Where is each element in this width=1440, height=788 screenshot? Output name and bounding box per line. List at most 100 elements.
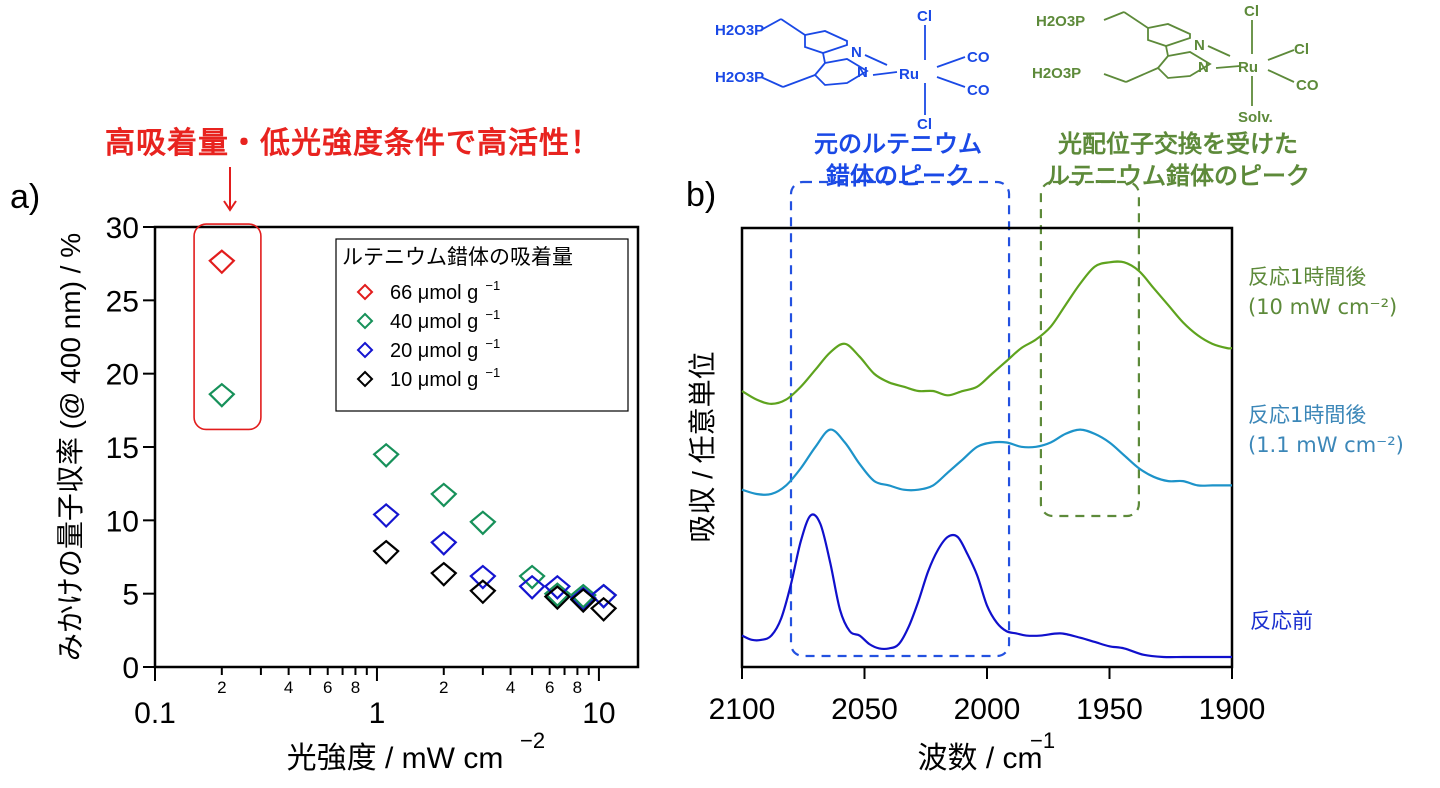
co-label-1: CO — [967, 49, 990, 66]
spectrum-line — [741, 428, 1232, 496]
x-tick-label: 2050 — [831, 693, 898, 726]
spectrum-line — [741, 260, 1233, 405]
legend-marker — [356, 283, 374, 301]
x-minor-tick-label: 6 — [545, 678, 554, 697]
label-line: 反応1時間後 — [1248, 265, 1367, 289]
highlight-box — [193, 223, 262, 431]
y-tick-label: 25 — [106, 285, 139, 318]
headline-annotation: 高吸着量・低光強度条件で高活性！ — [105, 126, 601, 161]
ru-label: Ru — [1238, 59, 1258, 76]
legend-box — [335, 238, 629, 412]
original-ru-complex-structure: H2O3P H2O3P N N Ru Cl Cl CO CO — [715, 8, 990, 130]
spectrum-chart-b: 2100 2050 2000 1950 1900 波数 / cm−1 吸収 / 任意単位 — [687, 180, 1266, 775]
n-label-bottom: N — [1198, 59, 1209, 76]
n-label-bottom: N — [857, 64, 868, 81]
panel-label-a: a) — [10, 178, 41, 216]
y-tick-label: 30 — [106, 212, 139, 245]
caption-line: 錯体のピーク — [826, 162, 970, 190]
cl-label-bottom: Cl — [917, 116, 932, 130]
cl-label-top: Cl — [917, 8, 932, 25]
h2o3p-label-top: H2O3P — [1036, 13, 1085, 30]
legend-label-superscript: −1 — [485, 307, 500, 322]
series-label-10mw: 反応1時間後 (10 mW cm⁻²) — [1248, 262, 1397, 322]
x-tick-label: 2100 — [709, 693, 776, 726]
data-point — [430, 482, 458, 508]
data-point — [430, 530, 458, 556]
y-tick-label: 5 — [122, 579, 139, 612]
data-point — [208, 382, 236, 408]
h2o3p-label-top: H2O3P — [715, 22, 764, 39]
h2o3p-label-bottom: H2O3P — [715, 69, 764, 86]
y-axis-title: 吸収 / 任意単位 — [687, 351, 718, 542]
x-minor-tick-label: 8 — [573, 678, 582, 697]
caption-line: ルテニウム錯体のピーク — [1046, 162, 1310, 190]
x-tick-label: 1 — [369, 697, 386, 730]
label-line: (10 mW cm⁻²) — [1248, 295, 1398, 319]
data-point — [589, 596, 618, 622]
spectrum-line — [741, 513, 1232, 659]
x-tick-label: 0.1 — [134, 697, 176, 730]
data-point — [372, 539, 400, 565]
n-label-top: N — [851, 44, 862, 61]
x-minor-tick-label: 4 — [284, 678, 293, 697]
x-axis-title: 光強度 / mW cm — [287, 742, 504, 775]
data-point — [543, 585, 572, 611]
co-label-2: CO — [967, 82, 990, 99]
y-tick-label: 0 — [122, 652, 139, 685]
cl-label-right: Cl — [1294, 41, 1309, 58]
legend-label: 66 μmol g — [390, 282, 478, 304]
data-point — [543, 574, 572, 600]
data-point — [569, 588, 597, 614]
cl-label-top: Cl — [1244, 3, 1259, 20]
legend-label: 20 μmol g — [390, 340, 478, 362]
ru-label: Ru — [899, 66, 919, 83]
exchanged-peak-caption: 光配位子交換を受けた ルテニウム錯体のピーク — [1028, 128, 1328, 192]
panel-label-b: b) — [686, 176, 717, 214]
y-tick-label: 10 — [106, 505, 139, 538]
data-point — [569, 583, 597, 609]
label-line: (1.1 mW cm⁻²) — [1248, 433, 1404, 457]
legend-label-superscript: −1 — [485, 336, 500, 351]
legend-marker — [356, 312, 374, 330]
x-axis-title-superscript: −1 — [1030, 728, 1055, 753]
x-tick-label: 1950 — [1076, 693, 1143, 726]
label-line: 反応前 — [1250, 609, 1313, 633]
legend-label: 10 μmol g — [390, 369, 478, 391]
x-minor-tick-label: 2 — [439, 678, 448, 697]
label-line: 反応1時間後 — [1248, 403, 1367, 427]
x-minor-tick-label: 4 — [506, 678, 515, 697]
data-point — [518, 564, 546, 590]
x-minor-tick-label: 6 — [323, 678, 332, 697]
x-minor-tick-label: 2 — [217, 678, 226, 697]
dashed-highlight-box — [789, 180, 1011, 658]
legend-marker — [356, 370, 374, 388]
h2o3p-label-bottom: H2O3P — [1032, 65, 1081, 82]
x-minor-tick-label: 8 — [351, 678, 360, 697]
x-axis-title: 波数 / cm — [918, 742, 1043, 775]
co-label: CO — [1296, 77, 1319, 94]
data-point — [469, 579, 497, 605]
caption-line: 元のルテニウム — [814, 130, 982, 158]
series-label-1-1mw: 反応1時間後 (1.1 mW cm⁻²) — [1248, 400, 1404, 460]
n-label-top: N — [1194, 37, 1205, 54]
legend: ルテニウム錯体の吸着量 66 μmol g −1 40 μmol g −1 20 μmol… — [335, 238, 629, 412]
original-peak-caption: 元のルテニウム 錯体のピーク — [788, 128, 1008, 192]
x-tick-label: 10 — [582, 697, 615, 730]
data-point — [372, 503, 400, 529]
y-tick-label: 20 — [106, 359, 139, 392]
exchanged-ru-complex-structure: H2O3P H2O3P N N Ru Cl Cl CO Solv. — [1032, 3, 1319, 126]
legend-label: 40 μmol g — [390, 311, 478, 333]
data-point — [469, 564, 497, 590]
x-tick-label: 1900 — [1199, 693, 1266, 726]
legend-marker — [356, 341, 374, 359]
data-point — [372, 442, 400, 468]
dashed-highlight-box — [1039, 180, 1140, 518]
down-arrow-icon — [223, 167, 237, 212]
y-tick-label: 15 — [106, 432, 139, 465]
data-point — [469, 510, 497, 536]
data-point — [208, 249, 236, 275]
legend-label-superscript: −1 — [485, 365, 500, 380]
data-point — [430, 561, 458, 587]
solv-label: Solv. — [1238, 109, 1273, 126]
